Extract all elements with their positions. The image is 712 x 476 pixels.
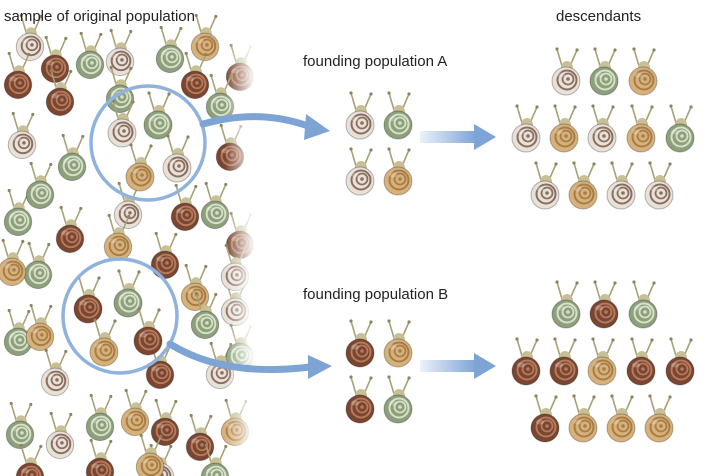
- snail-green: [200, 181, 230, 230]
- snail-brown: [133, 307, 163, 356]
- snail-green: [383, 91, 413, 140]
- snail-white: [7, 111, 37, 160]
- snail-tan: [89, 318, 119, 367]
- founding-population-a-label: founding population A: [303, 53, 448, 70]
- snail-tan: [0, 238, 27, 287]
- snail-tan: [135, 433, 165, 476]
- arrow-to-founding-a: [199, 113, 312, 130]
- snail-tan: [383, 319, 413, 368]
- original-population-label: sample of original population: [4, 8, 195, 25]
- snail-green: [113, 269, 143, 318]
- snail-white: [644, 161, 674, 210]
- population-edge-fade: [225, 30, 255, 476]
- snail-brown: [626, 337, 656, 386]
- snail-white: [345, 147, 375, 196]
- snail-tan: [628, 47, 658, 96]
- snail-brown: [45, 68, 75, 117]
- snail-white: [587, 104, 617, 153]
- arrow-head: [308, 355, 332, 379]
- arrow-to-descendants-a: [420, 131, 476, 143]
- snail-brown: [73, 275, 103, 324]
- arrow-to-founding-b: [166, 340, 314, 374]
- snail-green: [190, 291, 220, 340]
- snail-tan: [125, 143, 155, 192]
- snail-tan: [568, 161, 598, 210]
- snail-tan: [25, 303, 55, 352]
- snail-white: [105, 28, 135, 77]
- snail-white: [40, 348, 70, 397]
- snail-green: [143, 91, 173, 140]
- snail-green: [628, 280, 658, 329]
- descendants-b-snails: [511, 280, 695, 443]
- sample-circle-a: [89, 84, 207, 202]
- snail-brown: [549, 337, 579, 386]
- snail-green: [551, 280, 581, 329]
- descendants-a-snails: [511, 47, 695, 210]
- founding-population-a-snails: [345, 91, 413, 196]
- snail-white: [530, 161, 560, 210]
- snail-tan: [587, 337, 617, 386]
- snail-tan: [549, 104, 579, 153]
- snail-green: [57, 133, 87, 182]
- snail-tan: [383, 147, 413, 196]
- snail-tan: [644, 394, 674, 443]
- snail-green: [25, 161, 55, 210]
- snail-brown: [40, 35, 70, 84]
- snail-brown: [589, 280, 619, 329]
- snail-tan: [606, 394, 636, 443]
- snail-brown: [185, 413, 215, 462]
- snail-tan: [180, 263, 210, 312]
- snail-green: [3, 308, 33, 357]
- snail-tan: [626, 104, 656, 153]
- snail-green: [383, 375, 413, 424]
- circled-sample-snails: [73, 91, 192, 367]
- snail-tan: [120, 388, 150, 437]
- snail-brown: [665, 337, 695, 386]
- snail-white: [606, 161, 636, 210]
- snail-green: [155, 25, 185, 74]
- snail-white: [45, 411, 75, 460]
- founding-population-b-label: founding population B: [303, 286, 449, 303]
- snail-brown: [170, 183, 200, 232]
- arrows: [166, 113, 496, 379]
- arrow-head: [474, 353, 496, 379]
- snail-brown: [150, 398, 180, 447]
- snail-white: [345, 91, 375, 140]
- snail-green: [3, 188, 33, 237]
- snail-green: [589, 47, 619, 96]
- founding-population-b-snails: [345, 319, 413, 424]
- arrow-to-descendants-b: [420, 360, 476, 372]
- arrow-head: [474, 124, 496, 150]
- snail-green: [5, 401, 35, 450]
- snail-brown: [345, 319, 375, 368]
- snail-white: [162, 134, 192, 183]
- snail-brown: [180, 51, 210, 100]
- original-population-snails: [0, 13, 255, 476]
- descendants-label: descendants: [556, 8, 642, 25]
- snail-green: [200, 443, 230, 476]
- snail-white: [511, 104, 541, 153]
- snail-tan: [103, 213, 133, 262]
- arrow-head: [304, 114, 330, 140]
- snail-green: [75, 31, 105, 80]
- snail-brown: [85, 438, 115, 476]
- snail-tan: [568, 394, 598, 443]
- snail-white: [551, 47, 581, 96]
- sample-circle-b: [61, 257, 179, 375]
- snail-green: [85, 393, 115, 442]
- snail-green: [23, 241, 53, 290]
- snail-white: [107, 99, 137, 148]
- snail-brown: [3, 51, 33, 100]
- snail-brown: [511, 337, 541, 386]
- snail-white: [15, 13, 45, 62]
- snail-brown: [345, 375, 375, 424]
- snail-white: [113, 181, 143, 230]
- snail-green: [665, 104, 695, 153]
- snail-brown: [530, 394, 560, 443]
- snail-brown: [55, 205, 85, 254]
